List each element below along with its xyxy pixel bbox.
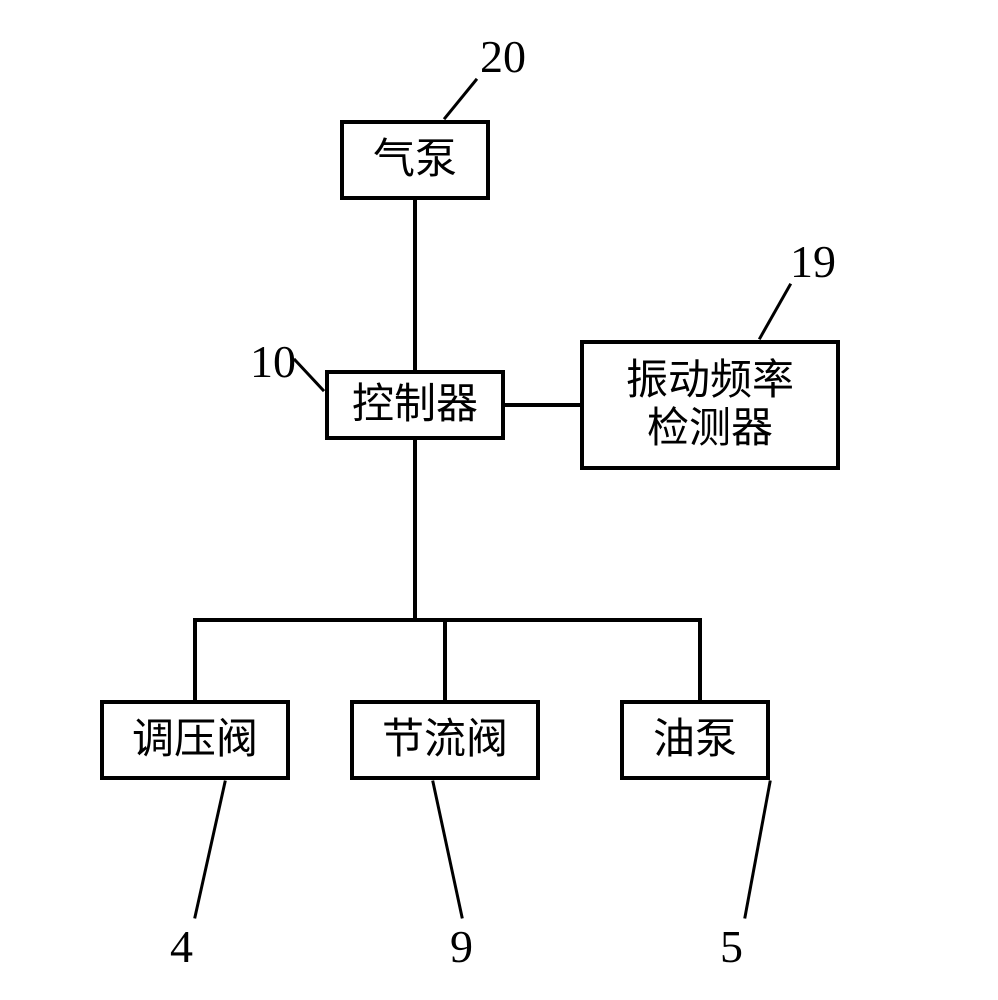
node-vibration-detector-label: 振动频率 检测器 bbox=[626, 357, 794, 454]
node-oil-pump: 油泵 bbox=[620, 700, 770, 780]
callout-20: 20 bbox=[480, 30, 526, 83]
node-regulating-valve-label: 调压阀 bbox=[132, 716, 258, 764]
node-air-pump-label: 气泵 bbox=[373, 136, 457, 184]
connector-layer bbox=[0, 0, 998, 1000]
node-throttle-valve-label: 节流阀 bbox=[382, 716, 508, 764]
callout-5: 5 bbox=[720, 920, 743, 973]
callout-10: 10 bbox=[250, 335, 296, 388]
callout-4: 4 bbox=[170, 920, 193, 973]
node-throttle-valve: 节流阀 bbox=[350, 700, 540, 780]
node-regulating-valve: 调压阀 bbox=[100, 700, 290, 780]
node-air-pump: 气泵 bbox=[340, 120, 490, 200]
diagram-canvas: 气泵 控制器 振动频率 检测器 调压阀 节流阀 油泵 20 10 19 4 9 … bbox=[0, 0, 998, 1000]
callout-9: 9 bbox=[450, 920, 473, 973]
node-controller-label: 控制器 bbox=[352, 381, 478, 429]
node-controller: 控制器 bbox=[325, 370, 505, 440]
node-oil-pump-label: 油泵 bbox=[653, 716, 737, 764]
callout-19: 19 bbox=[790, 235, 836, 288]
node-vibration-detector: 振动频率 检测器 bbox=[580, 340, 840, 470]
